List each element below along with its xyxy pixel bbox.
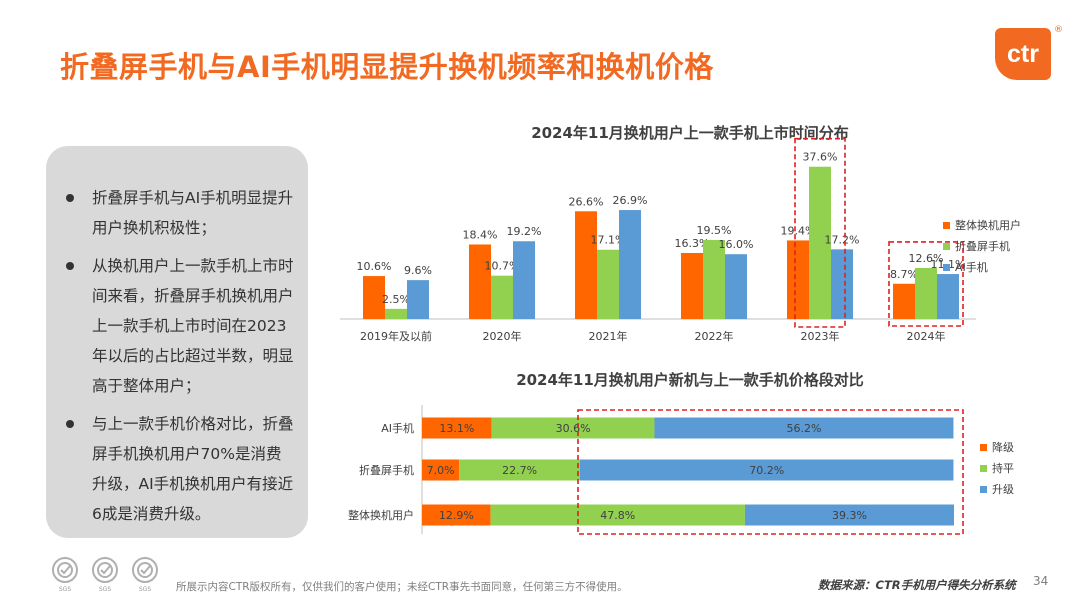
bar-整体换机用户 xyxy=(681,252,703,319)
sgs-label: SGS xyxy=(98,586,112,593)
bar-折叠屏手机 xyxy=(703,240,725,319)
data-label: 10.7% xyxy=(485,260,520,273)
x-tick-label: 2022年 xyxy=(695,329,734,343)
legend-label: 整体换机用户 xyxy=(955,218,1021,232)
legend-label: AI手机 xyxy=(955,260,988,274)
chart2-title: 2024年11月换机用户新机与上一款手机价格段对比 xyxy=(516,371,864,389)
data-label: 16.0% xyxy=(719,238,754,251)
summary-text-2: 从换机用户上一款手机上市时间来看，折叠屏手机换机用户上一款手机上市时间在2023… xyxy=(92,257,294,395)
sgs-label: SGS xyxy=(138,586,152,593)
data-label: 19.2% xyxy=(507,225,542,238)
summary-text-3: 与上一款手机价格对比，折叠屏手机换机用户70%是消费升级，AI手机换机用户有接近… xyxy=(92,415,294,523)
data-label: 12.6% xyxy=(909,252,944,265)
bar-折叠屏手机 xyxy=(809,166,831,319)
x-tick-label: 2019年及以前 xyxy=(360,329,432,343)
bar-AI手机 xyxy=(513,241,535,319)
page-title: 折叠屏手机与AI手机明显提升换机频率和换机价格 xyxy=(60,50,714,84)
data-label: 26.6% xyxy=(569,195,604,208)
x-tick-label: 2021年 xyxy=(589,329,628,343)
bar-AI手机 xyxy=(407,280,429,319)
data-label: 2.5% xyxy=(382,293,410,306)
legend-swatch xyxy=(943,264,950,271)
highlight-box-2024 xyxy=(888,241,964,327)
bar-折叠屏手机 xyxy=(915,267,937,319)
summary-bullet-1: 折叠屏手机与AI手机明显提升用户换机积极性； xyxy=(64,183,296,243)
bullet-dot-icon xyxy=(66,194,74,202)
data-label: 17.2% xyxy=(825,233,860,246)
data-label: 9.6% xyxy=(404,264,432,277)
data-label: 18.4% xyxy=(463,228,498,241)
chart1-title: 2024年11月换机用户上一款手机上市时间分布 xyxy=(531,124,849,142)
ctr-logo: ctr xyxy=(995,28,1051,80)
data-label: 26.9% xyxy=(613,194,648,207)
data-source: 数据来源：CTR手机用户得失分析系统 xyxy=(818,578,1016,592)
bar-折叠屏手机 xyxy=(597,249,619,319)
bar-折叠屏手机 xyxy=(491,275,513,319)
bar-AI手机 xyxy=(725,254,747,319)
bar-AI手机 xyxy=(937,274,959,319)
bullet-dot-icon xyxy=(66,420,74,428)
sgs-certification-icon xyxy=(132,557,158,583)
sgs-label: SGS xyxy=(58,586,72,593)
sgs-certification-icon xyxy=(52,557,78,583)
bar-整体换机用户 xyxy=(893,283,915,319)
sgs-certification-icon xyxy=(92,557,118,583)
data-label: 8.7% xyxy=(890,268,918,281)
bar-AI手机 xyxy=(619,210,641,319)
legend-label: 折叠屏手机 xyxy=(955,239,1010,253)
legend-swatch xyxy=(943,243,950,250)
data-label: 19.5% xyxy=(697,224,732,237)
summary-bullet-2: 从换机用户上一款手机上市时间来看，折叠屏手机换机用户上一款手机上市时间在2023… xyxy=(64,251,296,401)
legend-swatch xyxy=(943,222,950,229)
data-label: 19.4% xyxy=(781,224,816,237)
summary-list: 折叠屏手机与AI手机明显提升用户换机积极性； 从换机用户上一款手机上市时间来看，… xyxy=(64,183,296,529)
bar-整体换机用户 xyxy=(575,211,597,319)
bar-整体换机用户 xyxy=(787,240,809,319)
x-tick-label: 2023年 xyxy=(801,329,840,343)
bar-折叠屏手机 xyxy=(385,308,407,319)
bullet-dot-icon xyxy=(66,262,74,270)
data-label: 10.6% xyxy=(357,260,392,273)
page-number: 34 xyxy=(1033,574,1049,588)
data-label: 17.1% xyxy=(591,234,626,247)
x-tick-label: 2020年 xyxy=(483,329,522,343)
data-label: 16.3% xyxy=(675,237,710,250)
x-tick-label: 2024年 xyxy=(907,329,946,343)
bar-AI手机 xyxy=(831,249,853,319)
registered-mark: ® xyxy=(1054,25,1063,35)
summary-bullet-3: 与上一款手机价格对比，折叠屏手机换机用户70%是消费升级，AI手机换机用户有接近… xyxy=(64,409,296,529)
bar-整体换机用户 xyxy=(363,276,385,319)
highlight-box-2023 xyxy=(794,137,846,328)
summary-text-1: 折叠屏手机与AI手机明显提升用户换机积极性； xyxy=(92,189,294,237)
bar-整体换机用户 xyxy=(469,244,491,319)
copyright-note: 所展示内容CTR版权所有，仅供我们的客户使用；未经CTR事先书面同意，任何第三方… xyxy=(176,581,628,593)
data-label: 37.6% xyxy=(803,151,838,164)
summary-panel: 折叠屏手机与AI手机明显提升用户换机积极性； 从换机用户上一款手机上市时间来看，… xyxy=(46,146,308,538)
